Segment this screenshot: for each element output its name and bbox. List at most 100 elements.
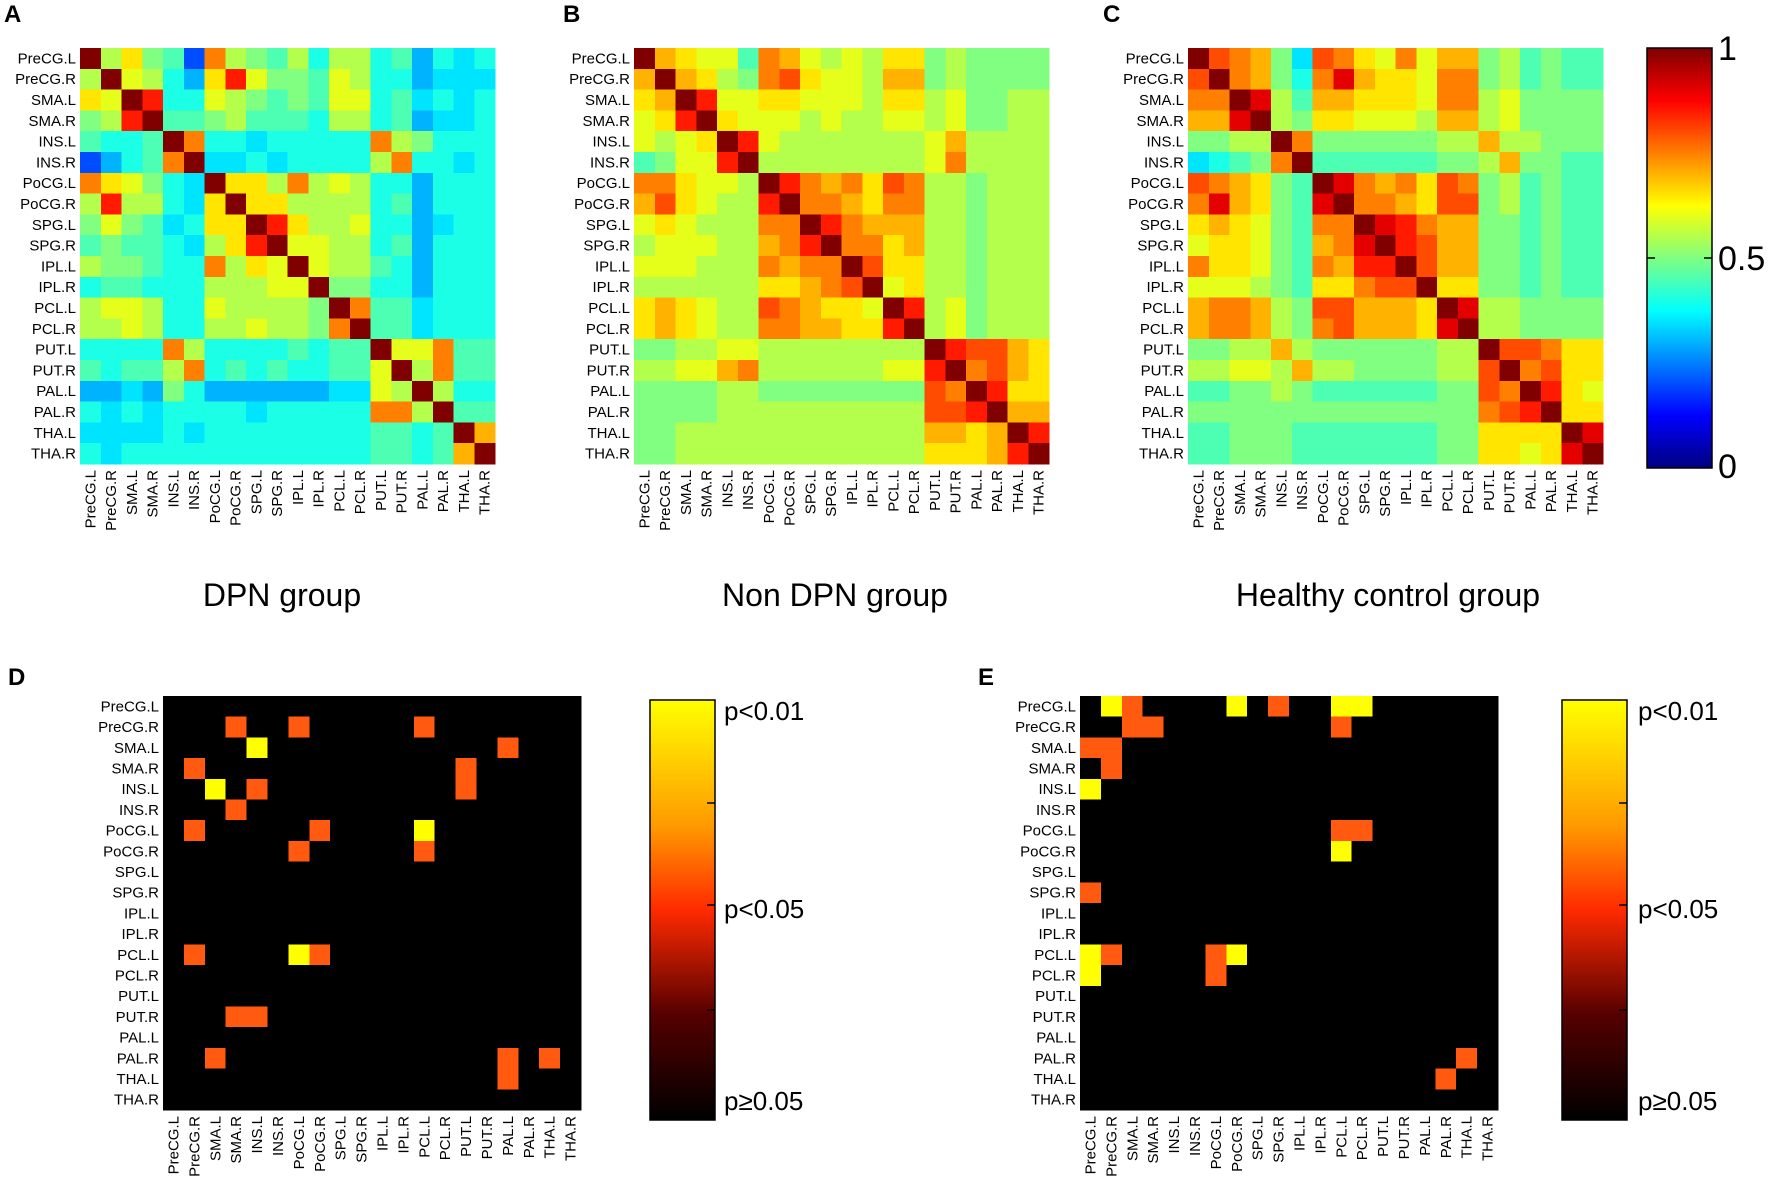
heatmap-cell bbox=[945, 276, 967, 299]
significance-cell bbox=[267, 882, 289, 904]
significance-cell bbox=[1435, 1027, 1457, 1049]
heatmap-cell bbox=[370, 110, 392, 132]
heatmap-cell bbox=[1250, 172, 1272, 195]
heatmap-cell bbox=[1229, 276, 1251, 299]
heatmap-cell bbox=[737, 48, 760, 70]
heatmap-cell bbox=[924, 48, 946, 70]
significance-cell bbox=[1163, 985, 1186, 1008]
heatmap-cell bbox=[246, 214, 268, 236]
heatmap-cell bbox=[142, 152, 164, 174]
heatmap-cell bbox=[862, 422, 884, 444]
heatmap-cell bbox=[966, 89, 988, 111]
row-label: SPG.L bbox=[1140, 217, 1184, 234]
significance-cell bbox=[1289, 799, 1311, 821]
significance-cell bbox=[163, 903, 185, 925]
significance-cell bbox=[330, 944, 352, 966]
heatmap-cell bbox=[246, 68, 268, 91]
heatmap-cell bbox=[986, 380, 1009, 403]
heatmap-cell bbox=[1457, 256, 1480, 278]
heatmap-cell bbox=[287, 360, 309, 382]
heatmap-cell bbox=[883, 276, 905, 299]
heatmap-cell bbox=[1457, 422, 1480, 444]
column-label: PUT.R bbox=[479, 1116, 496, 1160]
heatmap-cell bbox=[1478, 318, 1500, 340]
heatmap-cell bbox=[1229, 339, 1251, 361]
heatmap-cell bbox=[391, 110, 413, 132]
significance-cell bbox=[1100, 903, 1123, 925]
heatmap-cell bbox=[945, 297, 967, 319]
significance-cell bbox=[392, 1089, 415, 1111]
heatmap-cell bbox=[820, 89, 843, 111]
heatmap-cell bbox=[142, 380, 164, 403]
significance-cell bbox=[1351, 840, 1374, 863]
significance-cell bbox=[183, 1027, 206, 1049]
significance-cell bbox=[1142, 923, 1165, 945]
heatmap-cell bbox=[1208, 193, 1231, 215]
heatmap-cell bbox=[1582, 131, 1604, 153]
heatmap-cell bbox=[1333, 48, 1355, 70]
heatmap-cell bbox=[1312, 422, 1334, 444]
heatmap-cell bbox=[1416, 89, 1438, 111]
heatmap-cell bbox=[986, 152, 1009, 174]
heatmap-cell bbox=[1582, 89, 1604, 111]
row-label: PoCG.L bbox=[1023, 823, 1076, 840]
heatmap-cell bbox=[183, 172, 206, 195]
heatmap-cell bbox=[1457, 172, 1480, 195]
heatmap-cell bbox=[1520, 89, 1542, 111]
significance-cell bbox=[1456, 965, 1478, 987]
significance-cell bbox=[1309, 1027, 1332, 1049]
significance-cell bbox=[351, 758, 373, 780]
significance-cell bbox=[330, 903, 352, 925]
significance-cell bbox=[330, 1068, 352, 1090]
heatmap-cell bbox=[1007, 360, 1029, 382]
heatmap-cell bbox=[1540, 297, 1563, 319]
heatmap-cell bbox=[1416, 193, 1438, 215]
heatmap-cell bbox=[1582, 276, 1604, 299]
column-label: SMA.L bbox=[124, 470, 141, 515]
heatmap-cell bbox=[308, 172, 330, 195]
heatmap-cell bbox=[1250, 131, 1272, 153]
heatmap-cell bbox=[1499, 214, 1521, 236]
heatmap-cell bbox=[1229, 360, 1251, 382]
significance-cell bbox=[434, 716, 457, 738]
heatmap-cell bbox=[1291, 297, 1314, 319]
heatmap-cell bbox=[841, 339, 863, 361]
heatmap-cell bbox=[654, 235, 677, 257]
significance-cell bbox=[1477, 1089, 1499, 1111]
heatmap-cell bbox=[80, 131, 102, 153]
heatmap-cell bbox=[246, 131, 268, 153]
heatmap-cell bbox=[246, 443, 268, 465]
heatmap-cell bbox=[183, 193, 206, 215]
significance-cell bbox=[330, 985, 352, 1008]
significance-cell bbox=[183, 799, 206, 821]
heatmap-cell bbox=[1250, 256, 1272, 278]
heatmap-cell bbox=[1271, 48, 1293, 70]
heatmap-cell bbox=[1416, 235, 1438, 257]
heatmap-cell bbox=[432, 214, 455, 236]
heatmap-cell bbox=[1291, 443, 1314, 465]
row-label: PCL.L bbox=[1034, 947, 1076, 964]
significance-cell bbox=[1393, 944, 1415, 966]
column-label: PreCG.L bbox=[1190, 470, 1207, 528]
significance-cell bbox=[1330, 882, 1353, 904]
heatmap-cell bbox=[758, 110, 780, 132]
significance-cell bbox=[225, 840, 248, 863]
significance-cell bbox=[1142, 1027, 1165, 1049]
heatmap-cell bbox=[1582, 152, 1604, 174]
heatmap-cell bbox=[287, 318, 309, 340]
significance-cell bbox=[1435, 820, 1457, 842]
heatmap-cell bbox=[841, 152, 863, 174]
heatmap-cell bbox=[1007, 443, 1029, 465]
significance-cell bbox=[246, 1089, 269, 1111]
column-label: PUT.R bbox=[394, 470, 411, 514]
heatmap-cell bbox=[370, 172, 392, 195]
heatmap-cell bbox=[308, 68, 330, 91]
significance-cell bbox=[372, 903, 394, 925]
heatmap-cell bbox=[163, 297, 185, 319]
significance-cell bbox=[392, 1027, 415, 1049]
significance-cell bbox=[163, 1047, 185, 1070]
heatmap-cell bbox=[1229, 152, 1251, 174]
significance-cell bbox=[1247, 696, 1269, 718]
heatmap-cell bbox=[1312, 401, 1334, 423]
column-label: PoCG.L bbox=[291, 1116, 308, 1169]
